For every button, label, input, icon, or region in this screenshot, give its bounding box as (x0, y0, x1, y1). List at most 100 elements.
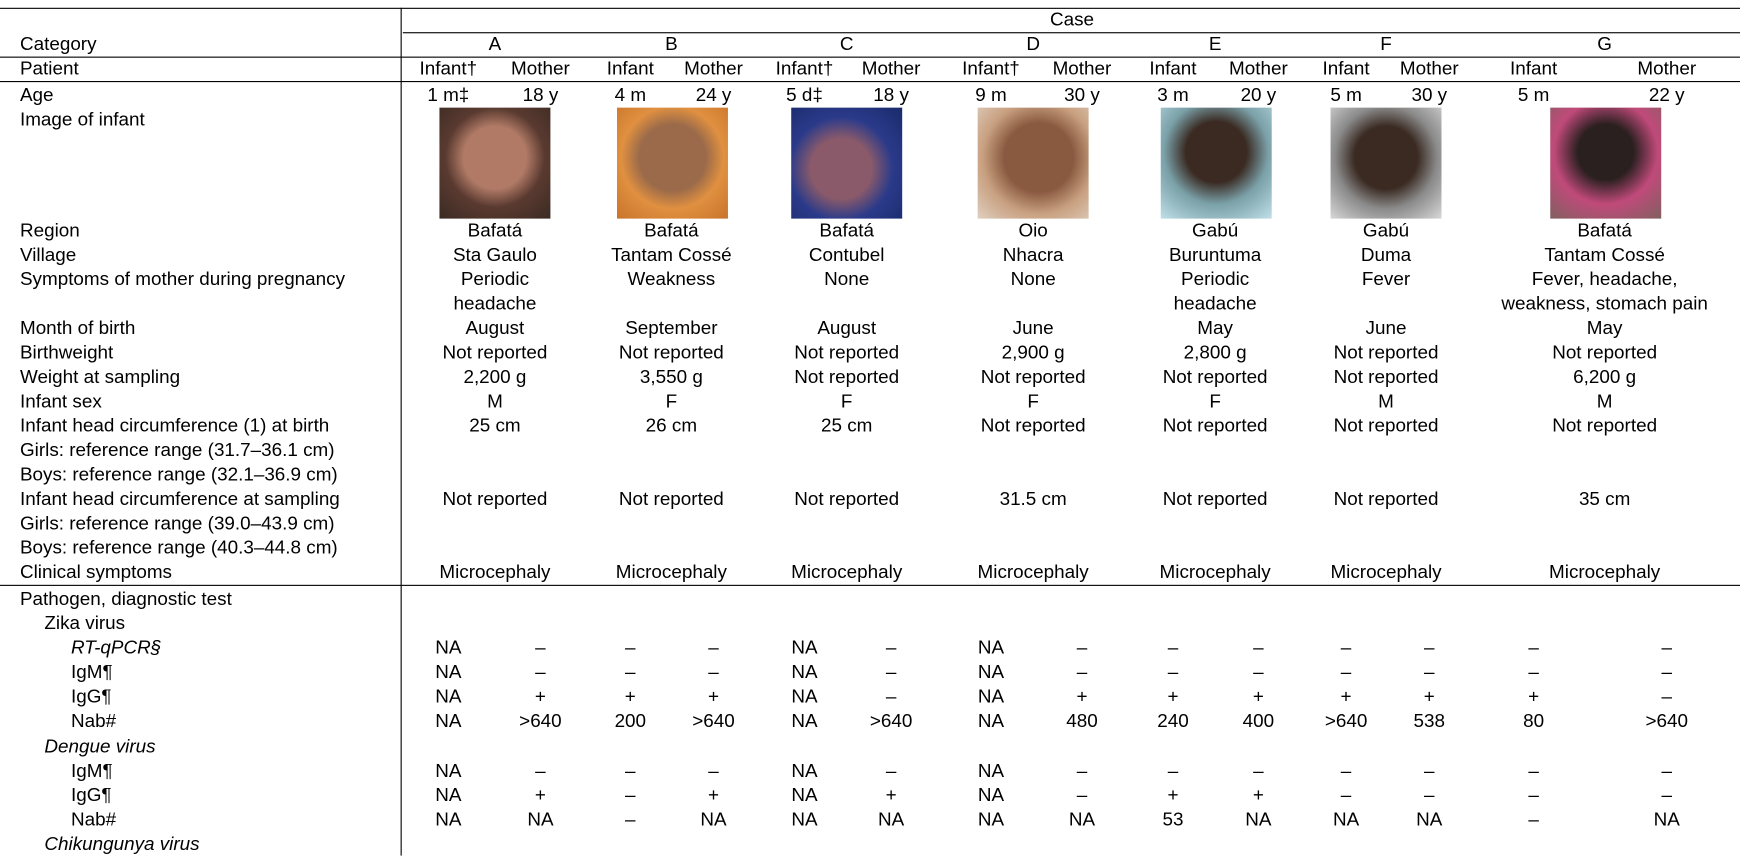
cell: June (1366, 316, 1407, 340)
row-label: Region (20, 219, 80, 243)
cell: Not reported (1163, 414, 1268, 438)
row-label: Birthweight (20, 341, 113, 365)
cell: – (1424, 636, 1435, 660)
patient-label: Mother (1229, 57, 1288, 81)
cell: NA (435, 783, 461, 807)
cell: + (1076, 685, 1087, 709)
cell: 22 y (1649, 83, 1685, 107)
cell: Microcephaly (616, 560, 727, 584)
column-rule (401, 8, 402, 856)
cell: – (1528, 660, 1539, 684)
cell: May (1587, 316, 1623, 340)
cell: – (1341, 759, 1352, 783)
patient-label: Infant (607, 57, 654, 81)
row-label: Weight at sampling (20, 365, 180, 389)
case-letter: B (665, 32, 678, 56)
cell: NA (435, 685, 461, 709)
cell: Periodic (1181, 267, 1249, 291)
cell: 4 m (615, 83, 646, 107)
cell: NA (791, 783, 817, 807)
cell: Fever (1362, 267, 1410, 291)
cell: NA (435, 709, 461, 733)
cell: Oio (1018, 219, 1047, 243)
cell: August (817, 316, 876, 340)
cell: Not reported (1334, 341, 1439, 365)
cell: – (1341, 660, 1352, 684)
row-label: Infant head circumference (1) at birth (20, 414, 329, 438)
cell: Sta Gaulo (453, 243, 537, 267)
case-letter: E (1209, 32, 1222, 56)
cell: 200 (615, 709, 646, 733)
patient-label: Infant† (419, 57, 477, 81)
cell: NA (1245, 808, 1271, 832)
case-letter: C (840, 32, 854, 56)
cell: Not reported (794, 365, 899, 389)
cell: Microcephaly (978, 560, 1089, 584)
cell: 9 m (975, 83, 1006, 107)
cell: 3,550 g (640, 365, 703, 389)
cell: Gabú (1363, 219, 1409, 243)
cell: Buruntuma (1169, 243, 1261, 267)
cell: + (1253, 685, 1264, 709)
cell: + (1253, 783, 1264, 807)
row-label: Girls: reference range (39.0–43.9 cm) (20, 512, 335, 536)
cell: + (535, 685, 546, 709)
cell: None (824, 267, 869, 291)
cell: 5 d‡ (786, 83, 823, 107)
cell: >640 (692, 709, 734, 733)
cell: >640 (519, 709, 561, 733)
row-label: IgM¶ (71, 660, 113, 684)
cell: – (1077, 660, 1088, 684)
cell: – (535, 660, 546, 684)
cell: NA (435, 759, 461, 783)
cell: – (625, 636, 636, 660)
infant-photo (791, 108, 902, 219)
cell: Not reported (1334, 487, 1439, 511)
row-label: Pathogen, diagnostic test (20, 587, 232, 611)
patient-header: Patient (20, 57, 79, 81)
cell: + (708, 685, 719, 709)
patient-label: Mother (862, 57, 921, 81)
cell: June (1013, 316, 1054, 340)
cell: – (1662, 685, 1673, 709)
cell: Not reported (1163, 487, 1268, 511)
row-label: Nab# (71, 808, 116, 832)
cell: NA (978, 783, 1004, 807)
infant-photo (1550, 108, 1661, 219)
cell: – (1077, 783, 1088, 807)
cell: NA (435, 808, 461, 832)
category-header: Category (20, 32, 97, 56)
row-label: Chikungunya virus (44, 832, 199, 856)
row-label: Boys: reference range (32.1–36.9 cm) (20, 463, 338, 487)
cell: 5 m (1518, 83, 1549, 107)
cell: 6,200 g (1573, 365, 1636, 389)
cell: + (886, 783, 897, 807)
cell: 18 y (523, 83, 559, 107)
cell: – (535, 636, 546, 660)
cell: – (1662, 660, 1673, 684)
patient-label: Infant (1149, 57, 1196, 81)
row-label: Infant head circumference at sampling (20, 487, 340, 511)
cell: M (1597, 390, 1613, 414)
cell: F (841, 390, 853, 414)
cell: – (1528, 808, 1539, 832)
case-header: Case (1050, 8, 1094, 32)
case-letter: F (1380, 32, 1392, 56)
cell: Not reported (1552, 341, 1657, 365)
cell: August (466, 316, 525, 340)
cell: Bafatá (1577, 219, 1632, 243)
row-label: RT-qPCR§ (71, 636, 161, 660)
cell: NA (1654, 808, 1680, 832)
cell: Not reported (794, 487, 899, 511)
row-label: Boys: reference range (40.3–44.8 cm) (20, 536, 338, 560)
cell: + (1424, 685, 1435, 709)
cell: – (1253, 759, 1264, 783)
row-label: Image of infant (20, 108, 145, 132)
cell: 400 (1243, 709, 1274, 733)
cell: NA (978, 660, 1004, 684)
cell: F (1209, 390, 1221, 414)
cell: – (535, 759, 546, 783)
cell: May (1197, 316, 1233, 340)
cell: NA (700, 808, 726, 832)
cell: Microcephaly (439, 560, 550, 584)
